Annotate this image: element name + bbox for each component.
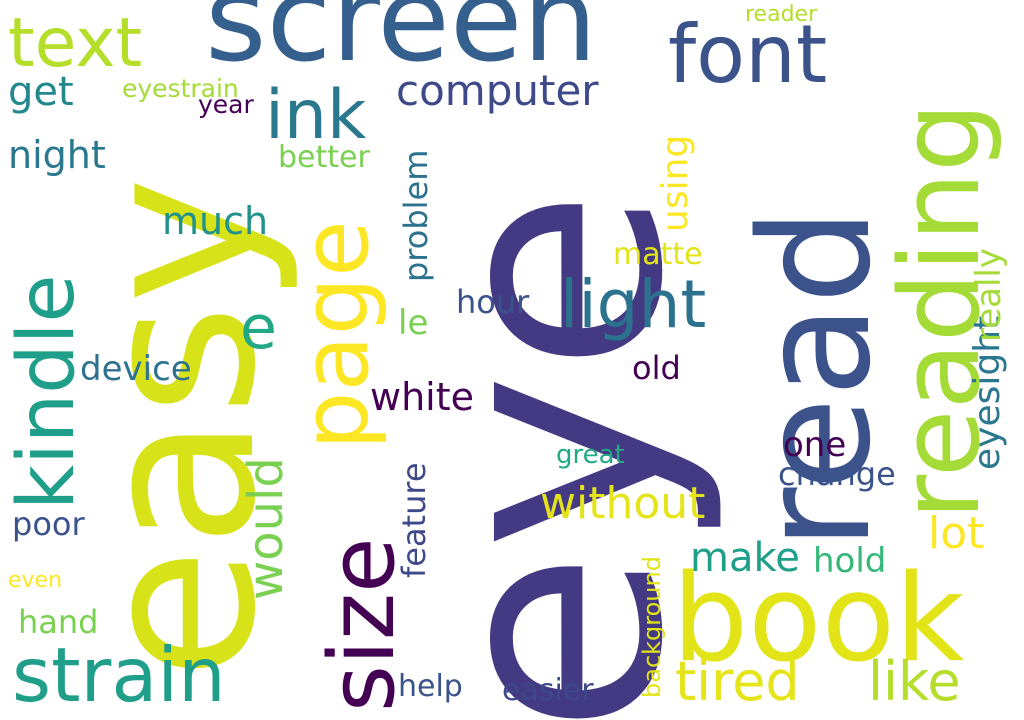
word-even: even — [8, 568, 63, 593]
word-year: year — [198, 90, 254, 119]
word-like: like — [868, 650, 961, 713]
word-easier: easier — [502, 673, 594, 708]
word-help: help — [398, 669, 463, 704]
word-great: great — [556, 440, 625, 470]
word-lot: lot — [928, 508, 985, 559]
word-hold: hold — [813, 541, 887, 581]
word-screen: screen — [205, 0, 598, 88]
word-hour: hour — [456, 283, 530, 321]
word-read: read — [727, 207, 904, 550]
word-night: night — [8, 133, 106, 177]
word-device: device — [80, 349, 192, 389]
word-without: without — [540, 478, 706, 529]
word-reader: reader — [745, 2, 818, 27]
word-le: le — [398, 303, 429, 343]
word-eyestrain: eyestrain — [122, 74, 239, 103]
word-e: e — [240, 293, 277, 363]
word-page: page — [282, 220, 389, 450]
word-old: old — [632, 349, 681, 387]
word-matte: matte — [613, 237, 703, 272]
word-ink: ink — [265, 76, 367, 155]
word-strain: strain — [12, 631, 226, 719]
word-problem: problem — [397, 149, 435, 282]
word-light: light — [560, 266, 707, 343]
word-feature: feature — [395, 462, 433, 578]
word-easy: easy — [52, 176, 303, 680]
word-poor: poor — [12, 505, 85, 543]
word-better: better — [278, 140, 370, 175]
word-using: using — [655, 134, 696, 232]
word-make: make — [690, 535, 800, 581]
word-get: get — [8, 69, 74, 115]
word-font: font — [668, 8, 828, 101]
word-change: change — [778, 455, 896, 493]
word-kindle: kindle — [2, 274, 92, 510]
word-hand: hand — [18, 603, 99, 641]
word-much: much — [162, 199, 269, 243]
word-would: would — [238, 457, 294, 600]
word-tired: tired — [675, 650, 800, 713]
word-computer: computer — [396, 66, 599, 115]
word-white: white — [370, 375, 474, 419]
word-background: background — [638, 556, 666, 698]
word-really: really — [969, 248, 1009, 342]
word-text: text — [8, 4, 143, 83]
word-book: book — [672, 550, 965, 689]
word-one: one — [783, 425, 847, 465]
